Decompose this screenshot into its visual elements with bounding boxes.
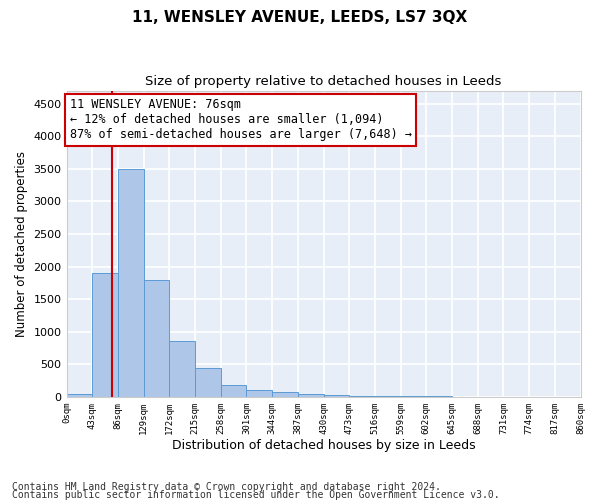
Bar xyxy=(298,394,323,397)
Bar xyxy=(195,368,221,397)
Bar xyxy=(375,396,401,397)
Bar xyxy=(272,392,298,397)
Y-axis label: Number of detached properties: Number of detached properties xyxy=(15,150,28,336)
Text: 11, WENSLEY AVENUE, LEEDS, LS7 3QX: 11, WENSLEY AVENUE, LEEDS, LS7 3QX xyxy=(133,10,467,25)
Bar xyxy=(247,390,272,397)
Bar xyxy=(67,394,92,397)
Title: Size of property relative to detached houses in Leeds: Size of property relative to detached ho… xyxy=(145,75,502,88)
Bar xyxy=(169,342,195,397)
Bar xyxy=(118,169,143,397)
Text: 11 WENSLEY AVENUE: 76sqm
← 12% of detached houses are smaller (1,094)
87% of sem: 11 WENSLEY AVENUE: 76sqm ← 12% of detach… xyxy=(70,98,412,142)
Bar xyxy=(401,396,427,397)
Bar xyxy=(92,273,118,397)
Text: Contains HM Land Registry data © Crown copyright and database right 2024.: Contains HM Land Registry data © Crown c… xyxy=(12,482,441,492)
Bar xyxy=(143,280,169,397)
X-axis label: Distribution of detached houses by size in Leeds: Distribution of detached houses by size … xyxy=(172,440,475,452)
Bar xyxy=(427,396,452,397)
Bar xyxy=(323,395,349,397)
Bar xyxy=(221,386,247,397)
Bar xyxy=(349,396,375,397)
Text: Contains public sector information licensed under the Open Government Licence v3: Contains public sector information licen… xyxy=(12,490,500,500)
